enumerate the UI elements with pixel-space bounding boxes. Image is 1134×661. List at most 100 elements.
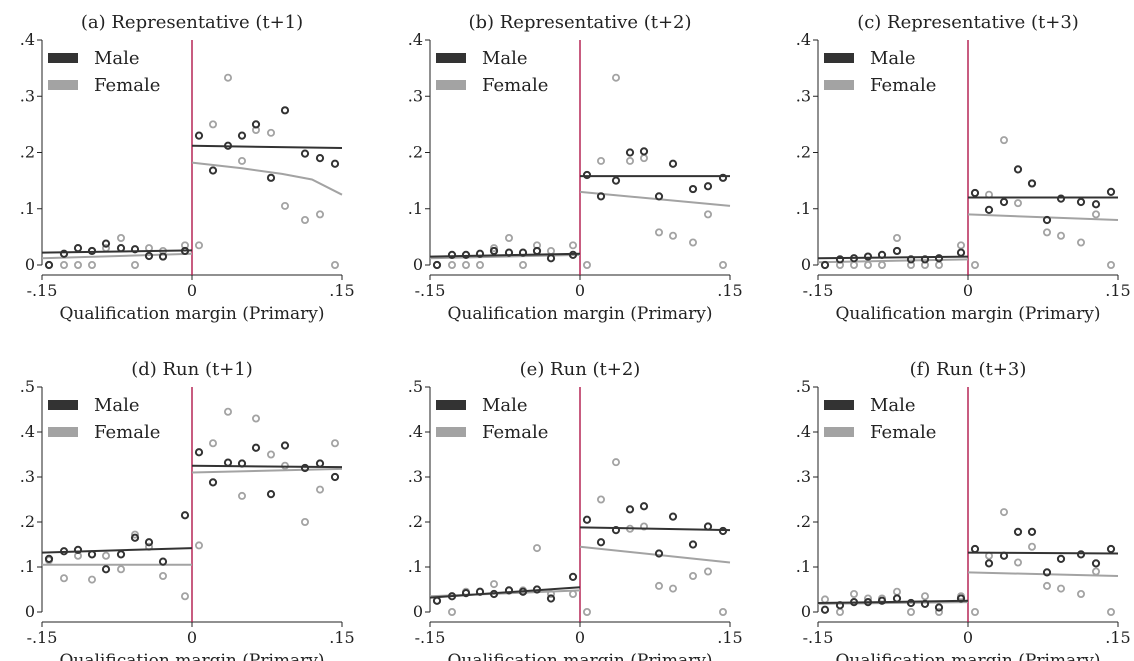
female-point — [612, 73, 621, 82]
legend-label: Male — [870, 48, 916, 69]
female-point — [88, 260, 97, 269]
female-point — [1028, 542, 1037, 551]
female-point — [704, 210, 713, 219]
legend-label: Female — [870, 422, 936, 443]
male-point — [1056, 194, 1066, 203]
male-legend-swatch — [824, 400, 854, 410]
male-point — [639, 147, 649, 156]
female-legend-swatch — [48, 427, 78, 437]
male-point — [1042, 215, 1052, 225]
chart-panel: (e) Run (t+2) 0 .1 .2 .3 .4 .5 -.15 0 .15 Qualific… — [408, 359, 743, 661]
y-tick-label: .3 — [20, 467, 35, 486]
y-tick-label: .5 — [408, 377, 423, 396]
male-point — [596, 538, 606, 547]
x-tick-label: .15 — [1105, 628, 1130, 647]
male-point — [906, 598, 916, 608]
female-point — [719, 608, 728, 617]
male-point — [546, 594, 556, 603]
female-point — [612, 458, 621, 467]
y-tick-label: .2 — [408, 143, 423, 162]
x-tick-label: -.15 — [27, 628, 58, 647]
male-point — [504, 586, 514, 595]
y-tick-label: .1 — [796, 557, 811, 576]
male-point — [315, 459, 325, 468]
male-point — [101, 565, 111, 574]
female-point — [921, 592, 930, 601]
female-point — [907, 608, 916, 617]
female-point — [475, 260, 484, 269]
male-point — [280, 106, 290, 115]
chart-title: (d) Run (t+1) — [131, 359, 253, 380]
female-point — [569, 241, 578, 250]
male-point — [611, 176, 621, 185]
female-point — [447, 608, 456, 617]
male-point — [1027, 179, 1037, 188]
y-tick-label: .2 — [796, 512, 811, 531]
male-point — [688, 184, 698, 194]
legend-label: Female — [870, 75, 936, 96]
female-legend-swatch — [824, 80, 854, 90]
male-fit-line-left — [41, 249, 193, 254]
male-legend-swatch — [48, 53, 78, 63]
female-point — [489, 580, 498, 589]
male-legend-swatch — [824, 53, 854, 63]
male-point — [820, 605, 830, 614]
male-fit-line-left — [429, 252, 581, 258]
female-point — [266, 128, 275, 137]
female-point — [117, 565, 126, 574]
male-point — [194, 131, 204, 140]
x-tick-label: 0 — [575, 628, 585, 647]
y-tick-label: .4 — [796, 422, 811, 441]
female-point — [597, 495, 606, 504]
female-point — [1014, 558, 1023, 567]
male-point — [1091, 559, 1101, 568]
female-point — [60, 574, 69, 583]
x-axis-label: Qualification margin (Primary) — [835, 651, 1100, 661]
male-point — [59, 249, 69, 258]
female-point — [850, 260, 859, 269]
male-point — [984, 559, 994, 568]
female-point — [194, 541, 203, 550]
y-tick-label: .3 — [796, 467, 811, 486]
female-point — [547, 246, 556, 255]
y-tick-label: 0 — [25, 255, 35, 274]
male-point — [475, 249, 485, 258]
legend-label: Male — [870, 395, 916, 416]
y-tick-label: 0 — [25, 602, 35, 621]
male-point — [970, 544, 980, 554]
male-point — [892, 594, 902, 603]
legend-label: Female — [482, 422, 548, 443]
male-point — [668, 512, 678, 521]
female-point — [330, 260, 339, 269]
female-point — [704, 567, 713, 576]
male-point — [461, 589, 471, 598]
legend-label: Male — [94, 395, 140, 416]
male-point — [130, 245, 140, 254]
male-fit-line-left — [817, 255, 969, 260]
legend-label: Male — [482, 395, 528, 416]
x-tick-label: 0 — [575, 281, 585, 300]
male-point — [116, 550, 126, 559]
male-point — [568, 572, 578, 582]
y-tick-label: .4 — [408, 422, 423, 441]
chart-title: (f) Run (t+3) — [910, 359, 1027, 380]
male-point — [144, 251, 154, 261]
male-legend-swatch — [48, 400, 78, 410]
female-legend-swatch — [436, 427, 466, 437]
female-point — [821, 595, 830, 604]
female-point — [583, 608, 592, 617]
y-tick-label: .1 — [408, 199, 423, 218]
male-point — [251, 443, 261, 452]
male-point — [625, 148, 635, 157]
female-point — [689, 238, 698, 247]
male-point — [611, 526, 621, 535]
male-point — [300, 463, 310, 473]
female-point — [626, 156, 635, 165]
male-legend-swatch — [436, 400, 466, 410]
female-point — [519, 260, 528, 269]
male-point — [546, 254, 556, 263]
y-tick-label: .5 — [20, 377, 35, 396]
female-point — [1043, 581, 1052, 590]
male-point — [194, 448, 204, 457]
